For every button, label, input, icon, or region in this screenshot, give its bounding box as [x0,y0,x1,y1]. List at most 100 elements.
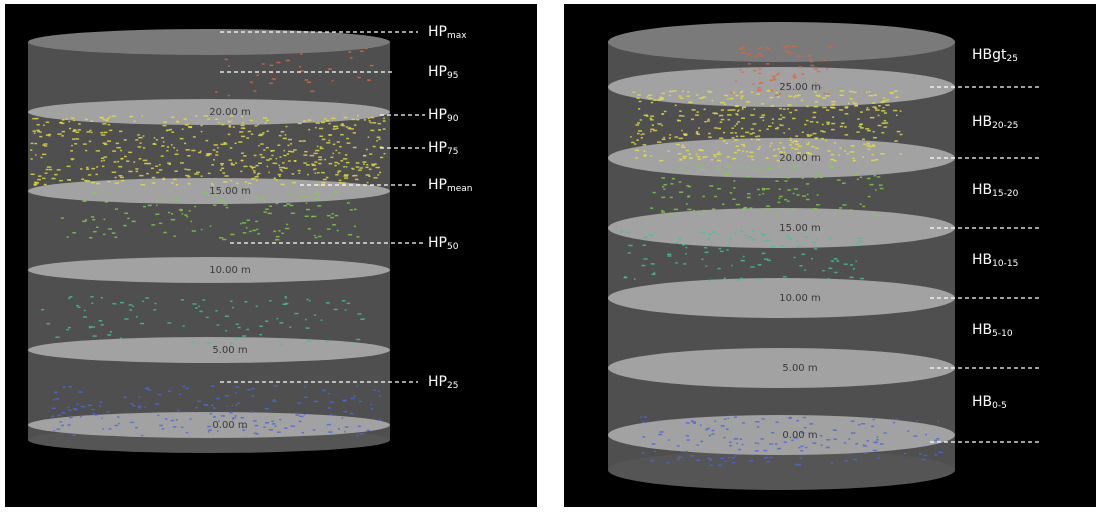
lidar-point [248,131,251,133]
lidar-point [279,156,281,158]
lidar-point [714,156,716,158]
lidar-point [252,168,254,170]
lidar-point [230,147,233,149]
lidar-point [862,139,865,141]
metric-base: HP [428,235,447,251]
lidar-point [749,460,753,462]
lidar-point [220,144,224,146]
lidar-point [868,149,871,151]
lidar-point [833,429,837,431]
lidar-point [797,246,800,248]
lidar-point [738,166,741,168]
lidar-point [110,331,112,333]
lidar-point [849,91,853,93]
lidar-point [873,419,875,421]
lidar-point [285,228,289,230]
lidar-point [709,280,711,282]
lidar-point [365,167,368,169]
lidar-point [371,404,373,406]
lidar-point [872,154,874,156]
lidar-point [248,183,252,185]
lidar-point [161,155,164,157]
lidar-point [681,130,683,132]
lidar-point [777,167,781,169]
lidar-point [674,209,678,211]
lidar-point [294,313,298,315]
lidar-point [657,99,661,101]
lidar-point [360,318,364,320]
lidar-point [252,230,256,232]
lidar-point [757,148,760,150]
lidar-point [686,150,689,152]
lidar-point [356,435,358,437]
lidar-point [728,119,730,121]
lidar-point [282,162,285,164]
lidar-point [82,221,86,223]
lidar-point [237,403,240,405]
lidar-point [327,228,331,230]
lidar-point [222,172,225,174]
lidar-point [849,209,852,211]
metric-base: HP [428,107,447,123]
lidar-point [718,128,722,130]
lidar-point [783,46,786,48]
lidar-point [155,214,159,216]
lidar-point [165,418,167,420]
lidar-point [104,144,108,146]
lidar-point [250,81,253,83]
lidar-point [124,318,128,320]
lidar-point [714,113,718,115]
lidar-point [306,202,308,204]
lidar-point [670,197,673,199]
lidar-point [51,416,53,418]
lidar-point [276,158,278,160]
lidar-point [816,204,820,206]
lidar-point [857,118,859,120]
lidar-point [267,131,269,133]
lidar-point [880,443,884,445]
lidar-point [856,131,859,133]
lidar-point [104,132,108,134]
lidar-point [768,126,771,128]
lidar-point [727,98,729,100]
lidar-point [766,209,769,211]
lidar-point [255,221,258,223]
lidar-point [159,223,162,225]
lidar-point [338,170,342,172]
lidar-point [736,204,740,206]
lidar-point [734,152,737,154]
lidar-point [727,172,730,174]
lidar-point [263,117,267,119]
lidar-point [755,55,757,57]
lidar-point [279,175,281,177]
lidar-point [354,226,356,228]
lidar-point [828,268,832,270]
lidar-point [697,111,699,113]
lidar-point [71,117,74,119]
lidar-point [67,179,71,181]
lidar-point [744,235,747,237]
lidar-point [356,119,360,121]
lidar-point [689,153,691,155]
lidar-point [662,114,664,116]
lidar-point [803,417,807,419]
lidar-point [308,129,310,131]
lidar-point [759,130,762,132]
lidar-point [657,141,661,143]
lidar-point [743,207,747,209]
lidar-point [869,91,871,93]
lidar-point [809,59,811,61]
lidar-point [176,419,178,421]
lidar-point [182,128,184,130]
lidar-point [136,171,138,173]
lidar-point [272,401,276,403]
lidar-point [86,167,88,169]
metric-base: HB [972,252,992,268]
lidar-point [169,129,172,131]
lidar-point [687,95,690,97]
lidar-point [831,154,834,156]
lidar-point [670,213,673,215]
lidar-point [637,122,640,124]
lidar-point [344,177,348,179]
lidar-point [211,405,214,407]
